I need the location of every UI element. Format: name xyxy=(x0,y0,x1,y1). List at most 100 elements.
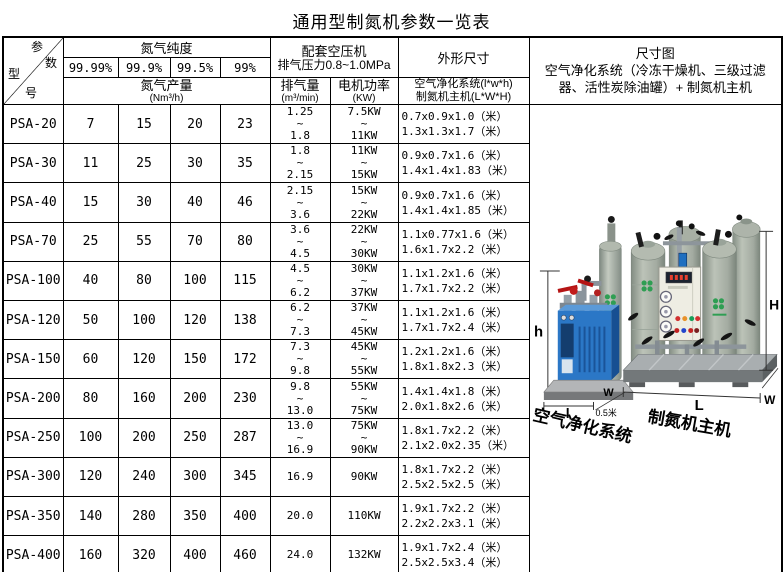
purity-999-value: 30 xyxy=(117,182,171,223)
air-purification-unit: h xyxy=(534,215,634,421)
power-value: 11KW ~ 15KW xyxy=(329,143,399,184)
power-value: 90KW xyxy=(329,456,399,498)
table-row: PSA-250 100 200 250 287 13.0 ~ 16.9 75KW… xyxy=(2,417,782,458)
exhaust-value: 20.0 xyxy=(269,496,331,537)
corner-char: 数 xyxy=(45,56,58,70)
diagram-title: 尺寸图 xyxy=(635,46,675,61)
purity-9999-value: 100 xyxy=(62,417,119,458)
purity-99-value: 460 xyxy=(219,535,271,572)
purity-999-value: 320 xyxy=(117,535,171,572)
dim-line-L xyxy=(622,387,761,403)
purity-999-value: 55 xyxy=(117,221,171,262)
purity-99-value: 400 xyxy=(219,496,271,537)
dims-value: 1.4x1.4x1.8（米） 2.0x1.8x2.6（米） xyxy=(397,378,530,419)
purity-995-value: 40 xyxy=(169,182,221,223)
table-row: PSA-150 60 120 150 172 7.3 ~ 9.8 45KW ~ … xyxy=(2,339,782,380)
generator-base xyxy=(622,353,778,388)
power-header: 电机功率 (KW) xyxy=(329,77,399,105)
purity-9999-value: 25 xyxy=(62,221,119,262)
dryer-base xyxy=(543,379,634,400)
gauges xyxy=(659,290,672,333)
purity-995-value: 150 xyxy=(169,339,221,380)
model-cell: PSA-30 xyxy=(2,143,64,184)
exhaust-header: 排气量 (m³/min) xyxy=(269,77,331,105)
compressor-line1: 配套空压机 xyxy=(301,43,367,59)
power-value: 15KW ~ 22KW xyxy=(329,182,399,223)
purity-995-value: 200 xyxy=(169,378,221,419)
dim-label-gap: 0.5米 xyxy=(595,407,616,418)
exhaust-value: 13.0 ~ 16.9 xyxy=(269,417,331,458)
power-value: 7.5KW ~ 11KW xyxy=(329,103,399,145)
production-label: 氮气产量 xyxy=(140,77,193,93)
corner-char: 号 xyxy=(25,86,38,100)
exhaust-value: 24.0 xyxy=(269,535,331,572)
production-header: 氮气产量 (Nm³/h) xyxy=(62,77,271,105)
power-value: 30KW ~ 37KW xyxy=(329,260,399,302)
corner-cell: 参 数 型 号 xyxy=(2,36,64,105)
purity-9999-value: 120 xyxy=(62,456,119,498)
purity-9999-value: 7 xyxy=(62,103,119,145)
power-label: 电机功率 xyxy=(338,77,391,93)
power-value: 132KW xyxy=(329,535,399,572)
exhaust-value: 2.15 ~ 3.6 xyxy=(269,182,331,223)
indicator-lights xyxy=(674,316,700,334)
exhaust-value: 16.9 xyxy=(269,456,331,498)
exhaust-value: 1.25 ~ 1.8 xyxy=(269,103,331,145)
power-value: 45KW ~ 55KW xyxy=(329,339,399,380)
purity-995-value: 300 xyxy=(169,456,221,498)
purity-99-value: 23 xyxy=(219,103,271,145)
purity-99-value: 138 xyxy=(219,300,271,341)
purity-9999-value: 60 xyxy=(62,339,119,380)
header-row-3: 氮气产量 (Nm³/h) 排气量 (m³/min) 电机功率 (KW) 空气净化… xyxy=(3,77,782,105)
production-unit: (Nm³/h) xyxy=(149,92,184,104)
purity-col-header: 99.99% xyxy=(62,57,119,78)
purity-999-value: 80 xyxy=(117,260,171,302)
model-cell: PSA-150 xyxy=(2,339,64,380)
model-cell: PSA-20 xyxy=(2,103,64,145)
purity-9999-value: 15 xyxy=(62,182,119,223)
table-row: PSA-30 11 25 30 35 1.8 ~ 2.15 11KW ~ 15K… xyxy=(2,143,782,184)
table-row: PSA-100 40 80 100 115 4.5 ~ 6.2 30KW ~ 3… xyxy=(2,260,782,302)
model-cell: PSA-350 xyxy=(2,496,64,537)
purity-999-value: 280 xyxy=(117,496,171,537)
table-row: PSA-20 7 15 20 23 1.25 ~ 1.8 7.5KW ~ 11K… xyxy=(2,103,783,572)
brand-logo-icon xyxy=(641,280,653,292)
purity-9999-value: 11 xyxy=(62,143,119,184)
purity-995-value: 20 xyxy=(169,103,221,145)
purity-99-value: 46 xyxy=(219,182,271,223)
purity-995-value: 350 xyxy=(169,496,221,537)
purity-99-value: 35 xyxy=(219,143,271,184)
diagram-cell: h xyxy=(528,104,783,572)
exhaust-label: 排气量 xyxy=(280,77,320,93)
dims-value: 1.8x1.7x2.2（米） 2.1x2.0x2.35（米） xyxy=(397,417,530,458)
purity-group-header: 氮气纯度 xyxy=(62,36,271,58)
corner-char: 参 xyxy=(31,40,44,54)
control-cabinet xyxy=(658,266,701,341)
dims-value: 1.8x1.7x2.2（米） 2.5x2.5x2.5（米） xyxy=(397,456,530,498)
exhaust-value: 7.3 ~ 9.8 xyxy=(269,339,331,380)
purity-col-header: 99% xyxy=(219,57,271,78)
parameter-table: 参 数 型 号 氮气纯度 配套空压机 排气压力0.8~1.0MPa 外形尺寸 尺… xyxy=(2,36,783,572)
purity-999-value: 160 xyxy=(117,378,171,419)
dim-label-W-right: W xyxy=(764,393,776,407)
dim-label-L: L xyxy=(694,398,703,414)
purity-999-value: 25 xyxy=(117,143,171,184)
caption-air-purification: 空气净化系统 xyxy=(531,404,634,446)
purity-9999-value: 40 xyxy=(62,260,119,302)
model-cell: PSA-250 xyxy=(2,417,64,458)
purity-99-value: 287 xyxy=(219,417,271,458)
table-row: PSA-70 25 55 70 80 3.6 ~ 4.5 22KW ~ 30KW… xyxy=(2,221,782,262)
purity-col-header: 99.5% xyxy=(169,57,221,78)
purity-9999-value: 50 xyxy=(62,300,119,341)
power-value: 110KW xyxy=(329,496,399,537)
purity-999-value: 120 xyxy=(117,339,171,380)
header-row-1: 参 数 型 号 氮气纯度 配套空压机 排气压力0.8~1.0MPa 外形尺寸 尺… xyxy=(2,36,783,105)
dims-value: 1.9x1.7x2.2（米） 2.2x2.2x3.1（米） xyxy=(397,496,530,537)
purity-995-value: 100 xyxy=(169,260,221,302)
nitrogen-generator-unit: H L W xyxy=(622,214,779,414)
corner-char: 型 xyxy=(8,67,21,81)
dims-value: 0.9x0.7x1.6（米） 1.4x1.4x1.83（米） xyxy=(397,143,530,184)
table-row: PSA-400 160 320 400 460 24.0 132KW 1.9x1… xyxy=(2,535,782,572)
purity-9999-value: 160 xyxy=(62,535,119,572)
